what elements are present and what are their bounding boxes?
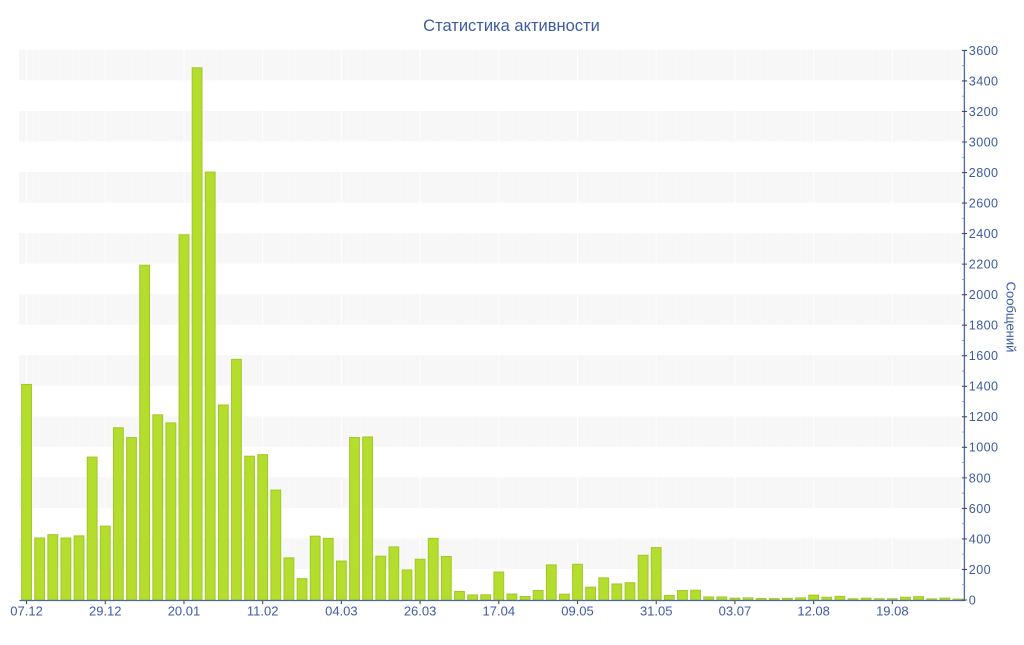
svg-text:3600: 3600 (969, 44, 999, 58)
svg-text:400: 400 (969, 532, 991, 546)
svg-text:1400: 1400 (969, 380, 999, 394)
svg-text:0: 0 (969, 593, 976, 607)
svg-text:3000: 3000 (969, 135, 999, 149)
svg-text:2600: 2600 (969, 197, 999, 211)
svg-text:3400: 3400 (969, 74, 999, 88)
svg-text:04.03: 04.03 (325, 603, 358, 618)
svg-text:1200: 1200 (969, 410, 999, 424)
svg-text:19.08: 19.08 (876, 603, 909, 618)
svg-text:1800: 1800 (969, 319, 999, 333)
svg-text:29.12: 29.12 (89, 603, 122, 618)
svg-text:600: 600 (969, 502, 991, 516)
svg-text:31.05: 31.05 (640, 603, 673, 618)
svg-text:2800: 2800 (969, 166, 999, 180)
svg-text:2000: 2000 (969, 288, 999, 302)
svg-text:17.04: 17.04 (483, 603, 516, 618)
svg-text:1600: 1600 (969, 349, 999, 363)
svg-text:200: 200 (969, 563, 991, 577)
svg-text:3200: 3200 (969, 105, 999, 119)
svg-text:Сообщений: Сообщений (1004, 282, 1019, 353)
svg-text:20.01: 20.01 (168, 603, 201, 618)
svg-text:03.07: 03.07 (719, 603, 752, 618)
svg-text:1000: 1000 (969, 441, 999, 455)
svg-text:11.02: 11.02 (247, 603, 279, 618)
svg-text:26.03: 26.03 (404, 603, 437, 618)
svg-text:12.08: 12.08 (797, 603, 830, 618)
svg-text:2400: 2400 (969, 227, 999, 241)
svg-text:07.12: 07.12 (10, 603, 43, 618)
svg-text:Статистика активности: Статистика активности (423, 17, 600, 35)
svg-text:09.05: 09.05 (561, 603, 594, 618)
svg-text:800: 800 (969, 471, 991, 485)
svg-text:2200: 2200 (969, 258, 999, 272)
